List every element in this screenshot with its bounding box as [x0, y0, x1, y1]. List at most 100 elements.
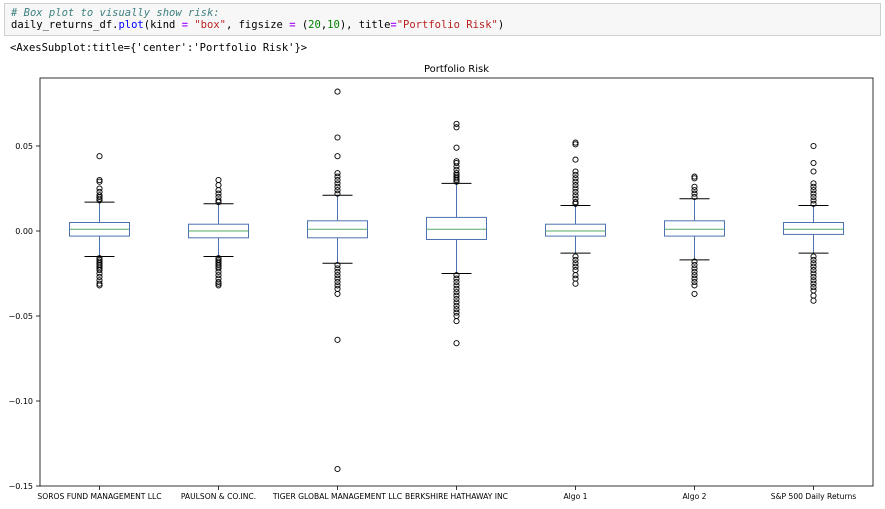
flier-point — [334, 336, 341, 343]
flier-point — [453, 144, 460, 151]
x-tick-label: TIGER GLOBAL MANAGEMENT LLC — [272, 492, 402, 501]
x-tick-label: PAULSON & CO.INC. — [181, 492, 256, 501]
flier-point — [453, 309, 460, 316]
flier-point — [453, 295, 460, 303]
flier-point — [96, 280, 103, 287]
flier-point — [334, 272, 341, 279]
flier-point — [334, 180, 341, 187]
flier-point — [572, 168, 579, 175]
flier-point — [453, 175, 460, 182]
x-tick-label: BERKSHIRE HATHAWAY INC — [405, 492, 508, 501]
y-tick-label: 0.00 — [15, 227, 33, 236]
flier-point — [215, 265, 222, 272]
flier-point — [810, 297, 817, 304]
flier-point — [215, 187, 222, 194]
flier-point — [334, 282, 341, 289]
flier-point — [572, 253, 579, 260]
flier-point — [810, 263, 817, 270]
flier-point — [453, 278, 460, 286]
flier-point — [453, 282, 460, 289]
y-tick-label: −0.15 — [8, 482, 33, 491]
flier-point — [810, 180, 817, 187]
flier-point — [691, 173, 698, 180]
flier-point — [691, 282, 698, 289]
flier-point — [572, 156, 579, 163]
flier-point — [691, 193, 698, 201]
flier-point — [334, 278, 341, 286]
x-tick-label: S&P 500 Daily Returns — [771, 492, 856, 501]
flier-point — [810, 270, 817, 277]
flier-point — [572, 175, 579, 182]
flier-point — [334, 134, 341, 141]
box-plot-chart: Portfolio Risk −0.15 −0.10 −0.05 0.00 0.05 SOR… — [8, 64, 874, 501]
flier-point — [334, 183, 341, 190]
flier-point — [810, 277, 817, 284]
flier-point — [453, 163, 460, 170]
flier-point — [334, 176, 341, 184]
flier-point — [215, 278, 222, 286]
flier-point — [215, 268, 222, 275]
flier-point — [572, 141, 579, 148]
box — [545, 223, 606, 237]
flier-point — [334, 153, 341, 160]
plot-frame — [39, 77, 874, 487]
flier-point — [334, 187, 341, 194]
flier-point — [572, 200, 579, 207]
flier-point — [691, 290, 698, 297]
box — [664, 220, 725, 237]
flier-point — [810, 159, 817, 167]
flier-point — [572, 139, 579, 146]
flier-point — [572, 267, 579, 274]
flier-point — [810, 280, 817, 287]
flier-point — [96, 193, 103, 201]
flier-point — [96, 185, 103, 192]
flier-point — [334, 290, 341, 297]
x-tick-label: Algo 1 — [563, 492, 587, 501]
flier-point — [691, 187, 698, 194]
flier-point — [334, 285, 341, 292]
flier-point — [810, 273, 817, 280]
flier-point — [215, 176, 222, 184]
flier-point — [96, 267, 103, 274]
flier-point — [572, 275, 579, 282]
flier-point — [572, 263, 579, 270]
x-tick-label: SOROS FUND MANAGEMENT LLC — [37, 492, 161, 501]
flier-point — [215, 272, 222, 279]
flier-point — [215, 197, 222, 204]
flier-point — [691, 258, 698, 265]
flier-point — [572, 171, 579, 178]
flier-point — [810, 260, 817, 267]
flier-point — [572, 185, 579, 192]
flier-point — [810, 190, 817, 197]
box — [783, 222, 844, 235]
flier-point — [453, 292, 460, 299]
flier-point — [453, 159, 460, 167]
flier-point — [96, 176, 103, 184]
flier-point — [453, 318, 460, 325]
flier-point — [215, 282, 222, 289]
flier-point — [572, 256, 579, 263]
code-cell[interactable]: # Box plot to visually show risk: daily_… — [4, 3, 881, 36]
flier-point — [96, 263, 103, 270]
flier-point — [810, 287, 817, 294]
flier-point — [810, 183, 817, 190]
flier-point — [334, 173, 341, 180]
flier-point — [691, 183, 698, 190]
flier-point — [810, 253, 817, 260]
flier-point — [810, 197, 817, 204]
cell-output-text: <AxesSubplot:title={'center':'Portfolio … — [10, 42, 308, 54]
flier-point — [453, 312, 460, 320]
flier-point — [810, 193, 817, 201]
y-tick-label: −0.10 — [8, 397, 33, 406]
flier-point — [215, 280, 222, 287]
flier-point — [691, 278, 698, 286]
flier-point — [810, 284, 817, 291]
flier-point — [453, 306, 460, 313]
chart-title: Portfolio Risk — [424, 64, 489, 75]
flier-point — [334, 261, 341, 269]
flier-point — [810, 168, 817, 175]
flier-point — [96, 178, 103, 185]
flier-point — [810, 200, 817, 207]
flier-point — [691, 261, 698, 269]
flier-point — [572, 199, 579, 206]
